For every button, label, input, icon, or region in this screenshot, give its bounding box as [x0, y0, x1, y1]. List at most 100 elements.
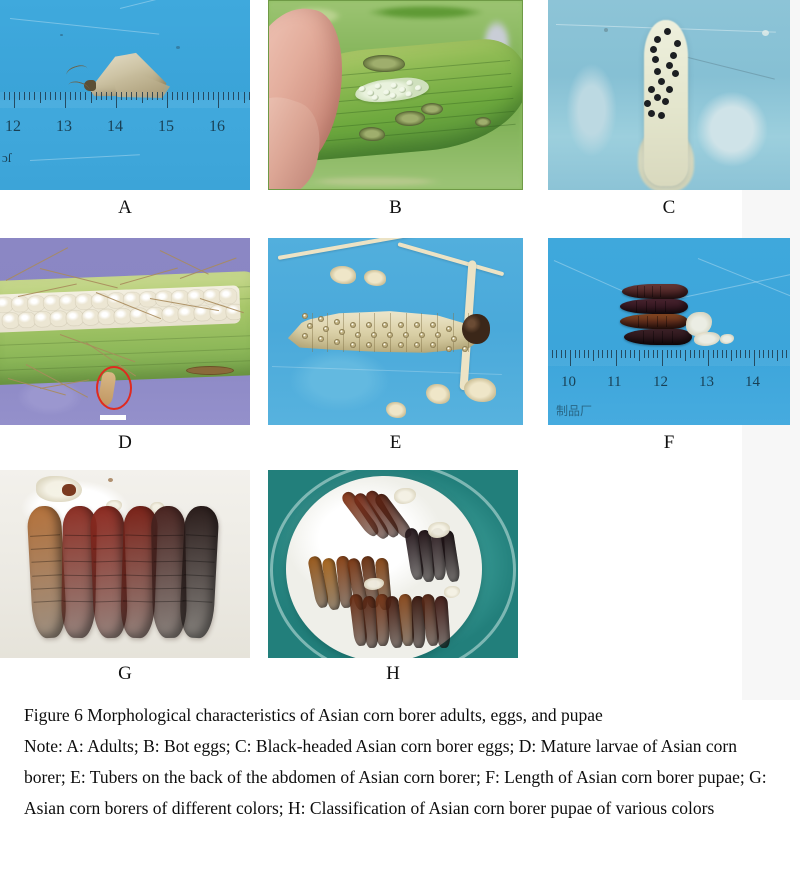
figure-note: Note: A: Adults; B: Bot eggs; C: Black-h…	[24, 736, 767, 818]
egg-head-dot	[654, 94, 661, 101]
leaf-lesion	[395, 111, 425, 126]
corn-kernel	[82, 309, 100, 326]
ruler-tick	[629, 350, 631, 358]
annotation-circle	[96, 366, 132, 410]
cocoon-silk	[444, 586, 460, 598]
debris	[108, 478, 113, 482]
ruler-tick	[744, 350, 746, 358]
panel-a-image: 12 13 14 15 16 ɔſ	[0, 0, 250, 190]
panel-e-label: E	[389, 432, 402, 453]
ruler-tick	[212, 92, 214, 100]
egg-head-dot	[670, 52, 677, 59]
ruler-tick	[680, 350, 682, 358]
ruler-tick	[597, 350, 599, 358]
panel-e-image	[268, 238, 523, 425]
pupa	[620, 299, 688, 314]
larva-head	[462, 314, 490, 344]
ruler-tick	[44, 92, 46, 100]
ruler-tick	[666, 350, 668, 358]
moth-body	[64, 52, 170, 98]
ruler-tick	[8, 92, 10, 100]
pupa-segment-ring	[94, 574, 125, 577]
ruler-tick	[85, 92, 87, 100]
panel-c-label: C	[662, 197, 676, 218]
ruler-mark: ɔſ	[2, 150, 12, 165]
panel-c: C	[548, 0, 790, 225]
panel-b-image	[268, 0, 523, 190]
tubercle	[307, 323, 313, 329]
ruler-tick	[59, 92, 61, 100]
ruler-tick	[80, 92, 82, 100]
ruler-tick	[3, 92, 5, 100]
ruler-tick	[662, 350, 663, 366]
corn-kernel	[177, 305, 196, 322]
ruler-tick	[141, 92, 143, 103]
panel-h-label: H	[386, 663, 400, 684]
ruler-number: 15	[158, 118, 174, 135]
larva-body	[288, 311, 484, 353]
corn-kernel	[27, 295, 46, 312]
tubercle	[366, 342, 372, 348]
ruler-tick	[54, 92, 56, 100]
ruler-tick	[749, 350, 751, 358]
egg-head-dot	[652, 56, 659, 63]
egg-head-dot	[666, 62, 673, 69]
egg-head-dot	[658, 112, 665, 119]
cocoon-silk	[364, 578, 384, 590]
egg-head-dot	[654, 36, 661, 43]
ruler-number: 12	[653, 374, 668, 390]
corn-kernel	[114, 308, 132, 325]
pupa-segment-ring	[63, 600, 94, 603]
egg-head-dot	[672, 70, 679, 77]
ruler-tick	[167, 92, 168, 108]
ruler-tick	[75, 92, 77, 100]
ruler-tick	[570, 350, 571, 366]
pupa-segment-ring	[93, 547, 124, 550]
corn-kernel	[18, 312, 36, 328]
tubercle	[446, 326, 452, 332]
ruler-tick	[625, 350, 627, 358]
corn-kernel	[43, 295, 62, 311]
pupa-segment-ring	[185, 547, 216, 551]
panel-h-image	[268, 470, 518, 658]
tubercle	[350, 342, 356, 348]
panel-f: 10 11 12 13 14 制品厂 F	[548, 238, 790, 463]
debris	[62, 484, 76, 496]
ruler-tick	[675, 350, 677, 358]
tubercle	[323, 326, 329, 332]
ruler-tick	[685, 350, 686, 361]
ruler-tick	[233, 92, 235, 100]
ruler-tick	[116, 92, 117, 108]
corn-kernel	[98, 309, 116, 325]
frass	[464, 378, 496, 402]
leaf-lesion	[421, 103, 443, 115]
ruler-tick	[131, 92, 133, 100]
ruler-tick	[34, 92, 36, 100]
ruler-tick	[579, 350, 581, 358]
ruler-tick	[731, 350, 732, 361]
panel-b: B	[268, 0, 523, 225]
tubercle	[366, 322, 372, 328]
ruler-tick	[560, 350, 562, 358]
tubercle	[339, 329, 345, 335]
pupa-segment-ring	[123, 587, 154, 590]
ruler-tick	[146, 92, 148, 100]
ruler-tick	[583, 350, 585, 358]
ruler-tick	[772, 350, 774, 358]
pupa-segment-ring	[31, 560, 62, 564]
pupa-segment-ring	[122, 600, 153, 603]
tubercle	[430, 322, 436, 328]
leaf-lesion	[475, 117, 491, 127]
tubercle	[355, 332, 361, 338]
ruler-tick	[90, 92, 92, 103]
pupa-segment-ring	[153, 561, 184, 563]
pupa	[624, 329, 692, 345]
ruler-tick	[620, 350, 622, 358]
ruler-tick	[593, 350, 594, 361]
tubercle	[398, 322, 404, 328]
ruler-tick	[14, 92, 15, 108]
ruler-tick	[65, 92, 66, 108]
ruler-tick	[694, 350, 696, 358]
larva-segment	[452, 313, 454, 352]
